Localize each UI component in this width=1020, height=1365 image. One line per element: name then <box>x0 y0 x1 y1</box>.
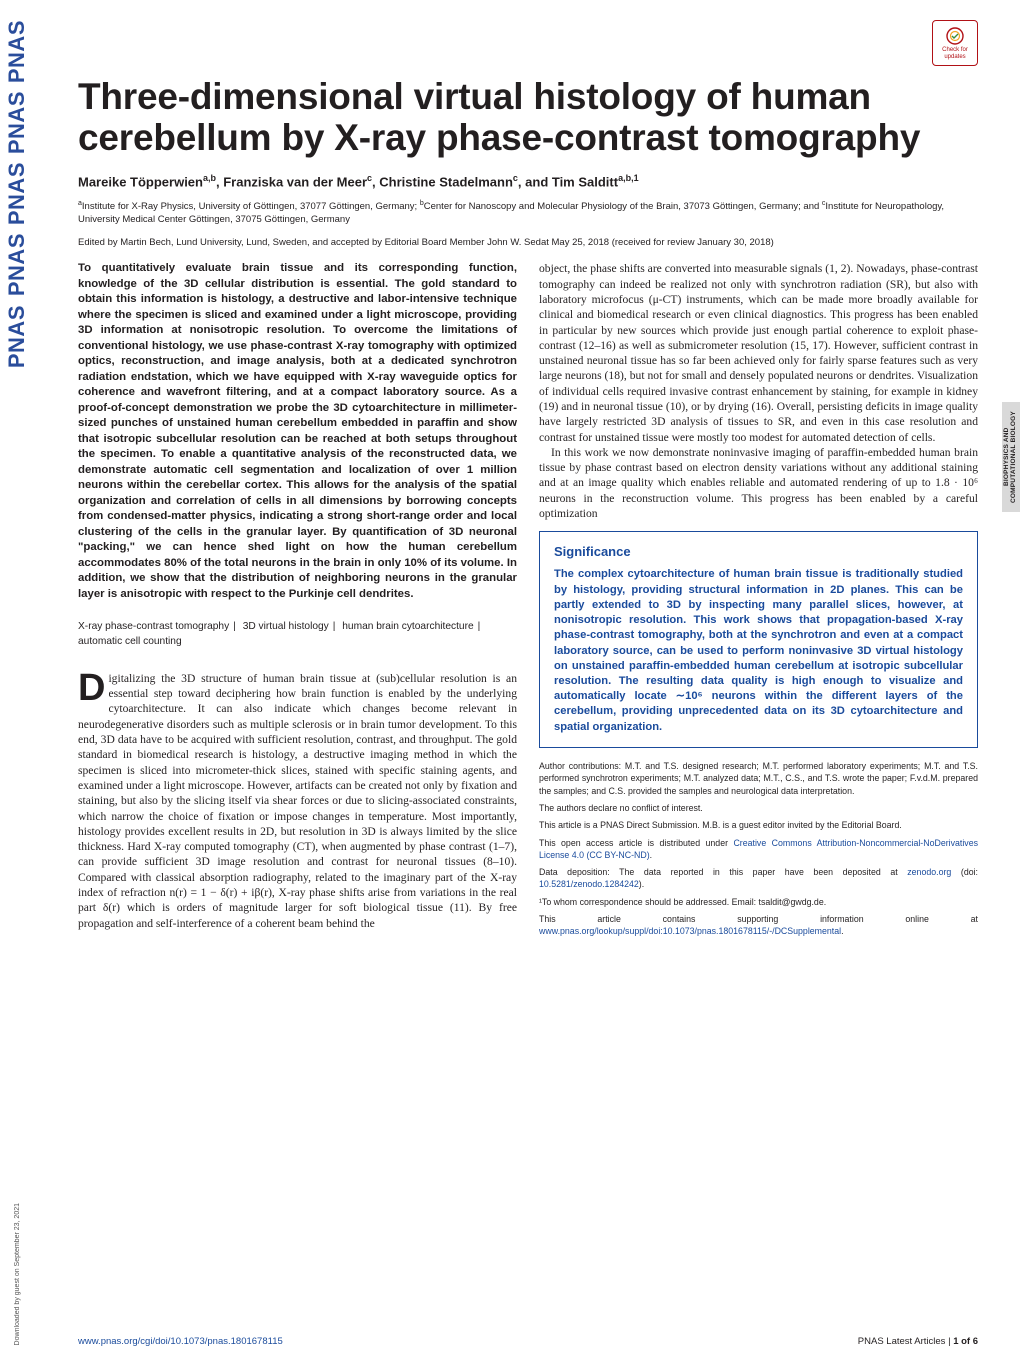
keyword: 3D virtual histology <box>243 621 329 632</box>
correspondence: ¹To whom correspondence should be addres… <box>539 896 978 908</box>
right-column: object, the phase shifts are converted i… <box>539 261 978 942</box>
download-note: Downloaded by guest on September 23, 202… <box>14 1203 21 1345</box>
body-text-left: Digitalizing the 3D structure of human b… <box>78 671 517 931</box>
body-text-right: object, the phase shifts are converted i… <box>539 261 978 521</box>
data-deposition: Data deposition: The data reported in th… <box>539 866 978 891</box>
license-note: This open access article is distributed … <box>539 837 978 862</box>
category-label: BIOPHYSICS AND COMPUTATIONAL BIOLOGY <box>1004 402 1018 512</box>
zenodo-link[interactable]: zenodo.org <box>907 867 951 877</box>
body-right-p1: object, the phase shifts are converted i… <box>539 261 978 445</box>
article-title: Three-dimensional virtual histology of h… <box>78 76 978 159</box>
journal-acronym: PNAS <box>4 162 30 225</box>
category-tab: BIOPHYSICS AND COMPUTATIONAL BIOLOGY <box>1002 402 1020 512</box>
supporting-link[interactable]: www.pnas.org/lookup/suppl/doi:10.1073/pn… <box>539 926 841 936</box>
footnotes: Author contributions: M.T. and T.S. desi… <box>539 760 978 938</box>
keyword: human brain cytoarchitecture <box>342 621 473 632</box>
doi-link[interactable]: 10.5281/zenodo.1284242 <box>539 879 639 889</box>
check-for-updates-badge[interactable]: Check for updates <box>932 20 978 66</box>
journal-acronym: PNAS <box>4 233 30 296</box>
journal-side-strip: PNAS PNAS PNAS PNAS PNAS <box>0 0 34 1365</box>
footer-doi-link[interactable]: www.pnas.org/cgi/doi/10.1073/pnas.180167… <box>78 1336 283 1347</box>
affiliations: aInstitute for X-Ray Physics, University… <box>78 199 978 227</box>
edited-by: Edited by Martin Bech, Lund University, … <box>78 237 978 249</box>
author-contributions: Author contributions: M.T. and T.S. desi… <box>539 760 978 797</box>
check-badge-line1: Check for <box>942 47 968 54</box>
keyword: X-ray phase-contrast tomography <box>78 621 229 632</box>
conflict-of-interest: The authors declare no conflict of inter… <box>539 802 978 814</box>
significance-text: The complex cytoarchitecture of human br… <box>554 567 963 735</box>
dropcap: D <box>78 671 108 704</box>
keywords: X-ray phase-contrast tomography| 3D virt… <box>78 620 517 649</box>
body-left-text: igitalizing the 3D structure of human br… <box>78 672 517 930</box>
significance-heading: Significance <box>554 544 963 559</box>
journal-acronym: PNAS <box>4 305 30 368</box>
left-column: To quantitatively evaluate brain tissue … <box>78 261 517 942</box>
page-content: Check for updates Three-dimensional virt… <box>78 20 978 943</box>
journal-acronym: PNAS <box>4 91 30 154</box>
keyword: automatic cell counting <box>78 636 182 647</box>
page-footer: www.pnas.org/cgi/doi/10.1073/pnas.180167… <box>78 1336 978 1347</box>
page-number: PNAS Latest Articles | 1 of 6 <box>858 1336 978 1347</box>
crossmark-icon <box>945 26 965 46</box>
supporting-info: This article contains supporting informa… <box>539 913 978 938</box>
two-column-layout: To quantitatively evaluate brain tissue … <box>78 261 978 942</box>
abstract: To quantitatively evaluate brain tissue … <box>78 261 517 602</box>
journal-acronym: PNAS <box>4 20 30 83</box>
author-list: Mareike Töpperwiena,b, Franziska van der… <box>78 173 978 189</box>
significance-box: Significance The complex cytoarchitectur… <box>539 531 978 748</box>
check-badge-line2: updates <box>944 54 965 61</box>
direct-submission: This article is a PNAS Direct Submission… <box>539 819 978 831</box>
body-right-p2: In this work we now demonstrate noninvas… <box>539 445 978 521</box>
